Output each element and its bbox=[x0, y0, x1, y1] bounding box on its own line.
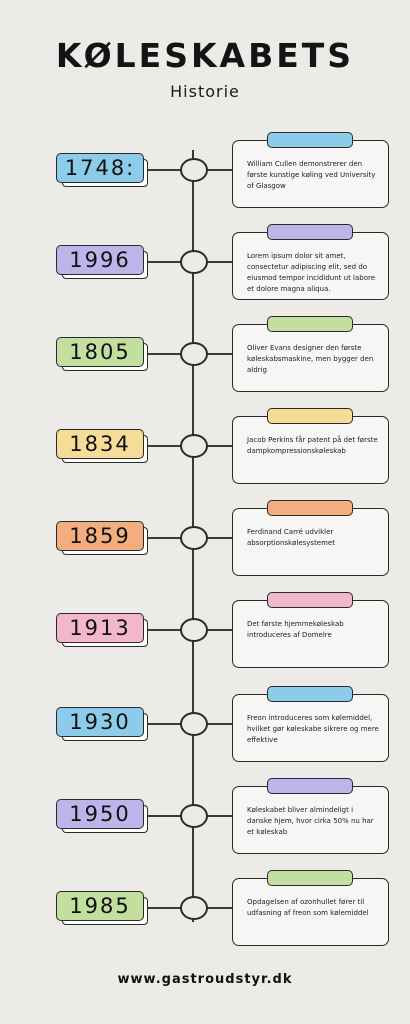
event-card-tab bbox=[267, 316, 353, 332]
event-card-tab bbox=[267, 592, 353, 608]
event-card: Oliver Evans designer den første køleska… bbox=[232, 324, 389, 392]
timeline-node bbox=[180, 526, 208, 550]
timeline-node bbox=[180, 342, 208, 366]
event-card: Freon introduceres som kølemiddel, hvilk… bbox=[232, 694, 389, 762]
event-card-tab bbox=[267, 870, 353, 886]
year-badge: 1834 bbox=[56, 429, 148, 463]
timeline-node bbox=[180, 250, 208, 274]
year-badge: 1913 bbox=[56, 613, 148, 647]
event-card: Køleskabet bliver almindeligt i danske h… bbox=[232, 786, 389, 854]
year-label: 1985 bbox=[56, 891, 144, 921]
event-card-tab bbox=[267, 500, 353, 516]
year-badge: 1805 bbox=[56, 337, 148, 371]
timeline-node bbox=[180, 434, 208, 458]
year-label: 1748: bbox=[56, 153, 144, 183]
year-label: 1805 bbox=[56, 337, 144, 367]
timeline-node bbox=[180, 618, 208, 642]
event-card: Lorem ipsum dolor sit amet, consectetur … bbox=[232, 232, 389, 300]
year-label: 1834 bbox=[56, 429, 144, 459]
year-label: 1913 bbox=[56, 613, 144, 643]
page-title: KØLESKABETS bbox=[55, 36, 355, 75]
year-badge: 1985 bbox=[56, 891, 148, 925]
event-card-tab bbox=[267, 132, 353, 148]
year-badge: 1930 bbox=[56, 707, 148, 741]
event-card-tab bbox=[267, 686, 353, 702]
footer-url[interactable]: www.gastroudstyr.dk bbox=[117, 972, 293, 987]
timeline-node bbox=[180, 712, 208, 736]
timeline-node bbox=[180, 804, 208, 828]
event-card-tab bbox=[267, 224, 353, 240]
event-card: Opdagelsen af ozonhullet fører til udfas… bbox=[232, 878, 389, 946]
year-label: 1930 bbox=[56, 707, 144, 737]
event-card-tab bbox=[267, 778, 353, 794]
event-card: Det første hjemmekøleskab introduceres a… bbox=[232, 600, 389, 668]
year-label: 1996 bbox=[56, 245, 144, 275]
year-label: 1859 bbox=[56, 521, 144, 551]
year-badge: 1950 bbox=[56, 799, 148, 833]
year-badge: 1748: bbox=[56, 153, 148, 187]
event-card: Ferdinand Carré udvikler absorptionskøle… bbox=[232, 508, 389, 576]
timeline-node bbox=[180, 158, 208, 182]
year-badge: 1859 bbox=[56, 521, 148, 555]
page-subtitle: Historie bbox=[170, 82, 240, 101]
event-card-tab bbox=[267, 408, 353, 424]
year-label: 1950 bbox=[56, 799, 144, 829]
event-card: Jacob Perkins får patent på det første d… bbox=[232, 416, 389, 484]
event-card: William Cullen demonstrerer den første k… bbox=[232, 140, 389, 208]
timeline-node bbox=[180, 896, 208, 920]
year-badge: 1996 bbox=[56, 245, 148, 279]
